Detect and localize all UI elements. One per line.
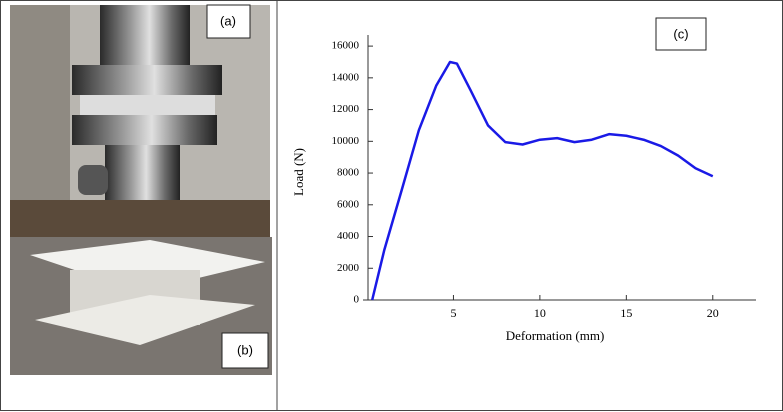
y-tick-label: 0 [354, 294, 360, 306]
y-tick-label: 8000 [337, 167, 360, 179]
photo-b [10, 237, 272, 375]
photo-a [10, 5, 270, 240]
x-tick-label: 20 [707, 306, 719, 320]
y-tick-label: 16000 [332, 40, 360, 52]
y-tick-label: 12000 [332, 103, 360, 115]
x-axis-label: Deformation (mm) [506, 328, 605, 343]
label-box [206, 4, 251, 39]
label-box [655, 17, 707, 51]
x-tick-label: 5 [450, 306, 456, 320]
y-tick-label: 4000 [337, 230, 360, 242]
label-box [221, 332, 269, 369]
panel-label: (c) [673, 26, 688, 41]
y-tick-label: 2000 [337, 262, 360, 274]
panel-label: (b) [237, 342, 253, 357]
y-tick-label: 10000 [332, 135, 360, 147]
y-tick-label: 6000 [337, 198, 360, 210]
panel-label: (a) [220, 13, 236, 28]
data-line [370, 60, 714, 301]
y-tick-label: 14000 [332, 71, 360, 83]
x-tick-label: 10 [534, 306, 546, 320]
x-tick-label: 15 [620, 306, 632, 320]
y-axis-label: Load (N) [291, 148, 306, 196]
